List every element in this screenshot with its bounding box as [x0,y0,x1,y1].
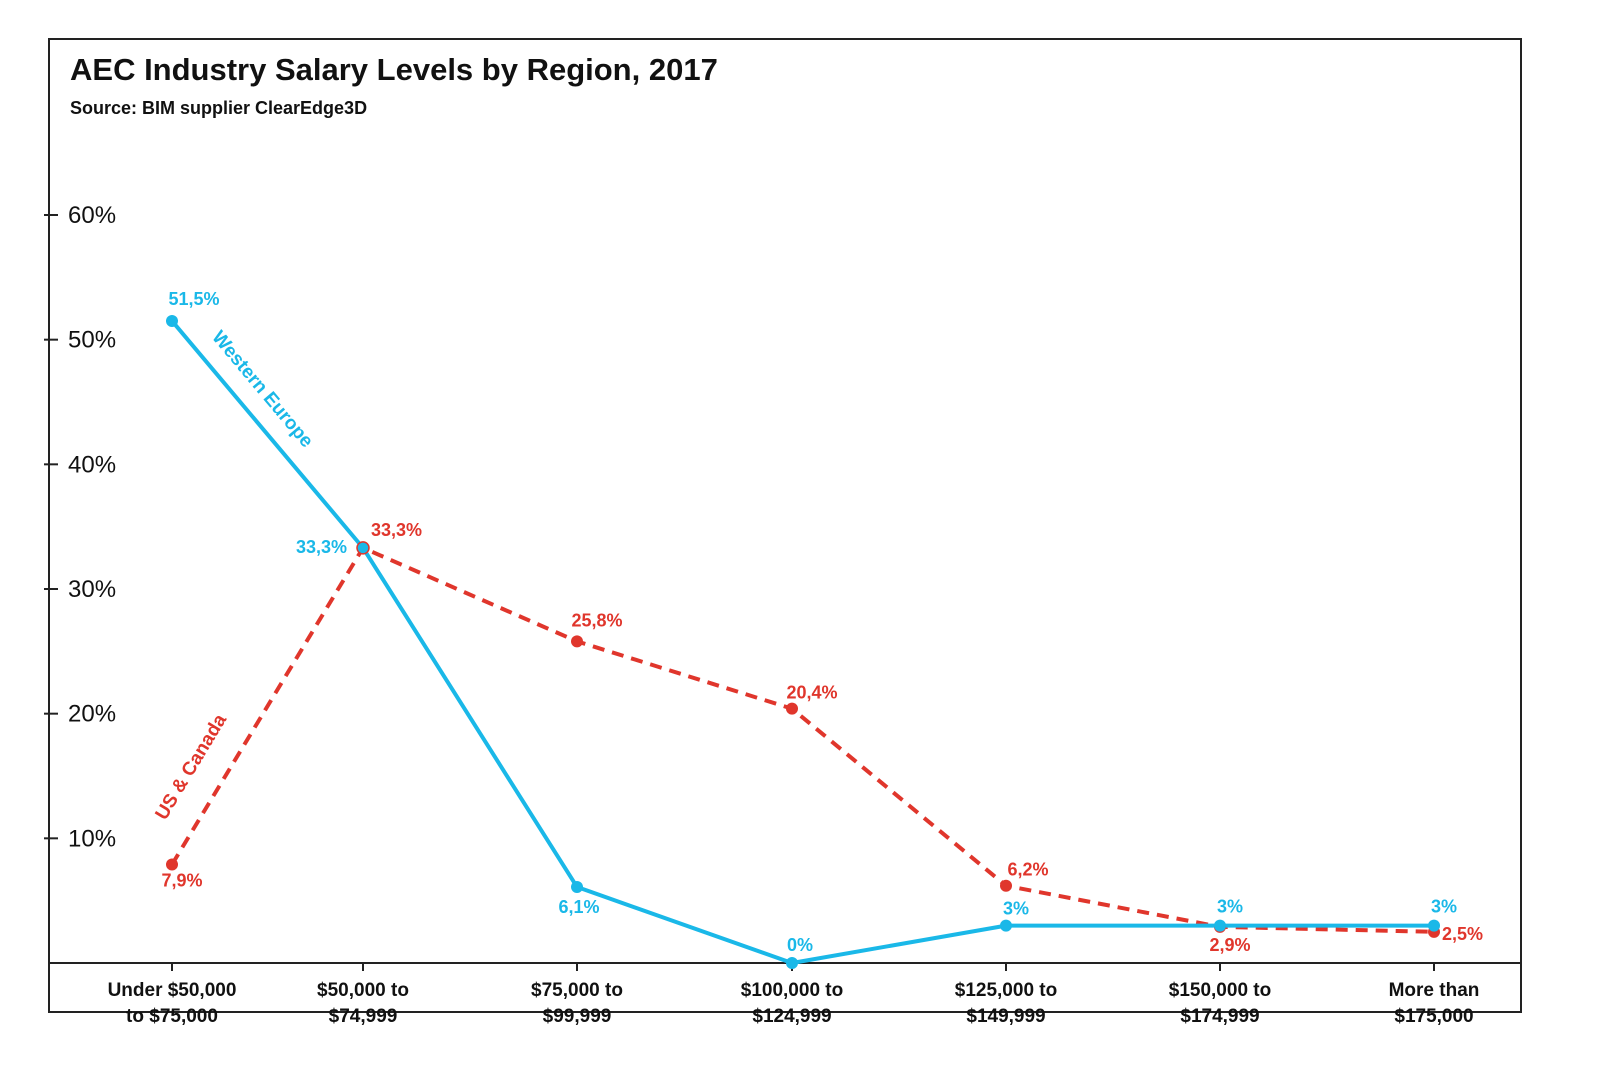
series-name-label: US & Canada [151,710,231,823]
series-name-label: Western Europe [207,327,317,452]
data-label: 2,9% [1209,935,1250,955]
y-tick-label: 20% [68,701,116,728]
y-tick-label: 60% [68,202,116,229]
chart-subtitle: Source: BIM supplier ClearEdge3D [70,98,368,118]
x-tick-label: $175,000 [1394,1006,1473,1027]
data-label: 0% [787,935,813,955]
series-line [170,545,1435,934]
x-tick-label: More than [1389,980,1480,1001]
y-tick-label: 40% [68,451,116,478]
data-label: 33,3% [296,537,347,557]
data-label: 6,1% [558,897,599,917]
data-point [571,880,583,893]
data-label: 51,5% [168,289,219,309]
data-label: 3% [1431,897,1457,917]
data-label: 6,2% [1007,860,1048,880]
data-label: 25,8% [571,610,622,630]
x-tick-label: Under $50,000 [108,980,237,1001]
x-tick-label: to $75,000 [126,1006,218,1027]
data-label: 7,9% [161,871,202,891]
data-point [1000,919,1012,932]
chart-frame [48,38,1522,1013]
chart-title: AEC Industry Salary Levels by Region, 20… [70,52,718,87]
y-tick-label: 30% [68,576,116,603]
x-tick-label: $125,000 to [955,980,1057,1001]
data-point [166,314,178,327]
x-tick-label: $124,999 [752,1006,831,1027]
data-label: 3% [1003,899,1029,919]
data-point [1214,919,1226,932]
data-point [786,957,798,969]
x-tick-label: $75,000 to [531,980,623,1001]
x-tick-label: $174,999 [1180,1006,1259,1027]
data-point [166,858,178,871]
series-line [170,319,1434,965]
y-tick-label: 50% [68,327,116,354]
data-point [1000,879,1012,892]
x-tick-label: $149,999 [966,1006,1045,1027]
y-tick-label: 10% [68,825,116,852]
x-tick-label: $50,000 to [317,980,409,1001]
x-tick-label: $150,000 to [1169,980,1271,1001]
data-point [571,635,583,648]
x-tick-label: $74,999 [329,1006,398,1027]
data-point-overlap [356,541,370,555]
x-tick-label: $100,000 to [741,980,843,1001]
data-point [1428,919,1440,932]
data-label: 2,5% [1442,924,1483,944]
x-tick-label: $99,999 [543,1006,612,1027]
data-label: 33,3% [371,520,422,540]
data-point [786,702,798,715]
data-label: 20,4% [786,683,837,703]
data-label: 3% [1217,897,1243,917]
